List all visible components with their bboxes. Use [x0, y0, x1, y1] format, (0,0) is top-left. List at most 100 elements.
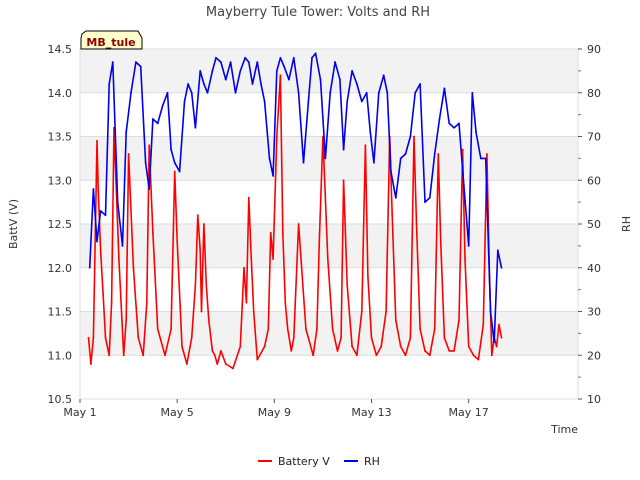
- data-point-rh: [346, 100, 349, 103]
- data-point-rh: [111, 61, 114, 64]
- y-left-tick-label: 11.0: [48, 349, 73, 362]
- data-point-battery-v: [305, 328, 307, 330]
- y-left-tick-label: 10.5: [48, 393, 73, 406]
- data-point-battery-v: [269, 231, 272, 234]
- data-point-rh: [190, 91, 193, 94]
- x-tick-label: May 9: [258, 406, 291, 419]
- data-point-battery-v: [275, 135, 278, 138]
- data-point-rh: [134, 61, 137, 64]
- y-right-tick-label: 20: [587, 349, 601, 362]
- y-right-tick-label: 40: [587, 262, 601, 275]
- data-point-rh: [360, 100, 363, 103]
- plot-band: [80, 224, 578, 268]
- data-point-rh: [373, 161, 375, 164]
- data-point-rh: [161, 104, 164, 107]
- y-right-tick-label: 90: [587, 43, 601, 56]
- data-point-battery-v: [477, 358, 480, 361]
- data-point-battery-v: [415, 223, 418, 225]
- data-point-rh: [116, 201, 119, 204]
- y-right-tick-label: 30: [587, 306, 601, 319]
- data-point-battery-v: [263, 345, 266, 348]
- data-point-rh: [139, 65, 142, 68]
- data-point-rh: [125, 131, 128, 134]
- data-point-battery-v: [331, 328, 334, 330]
- data-point-rh: [148, 188, 151, 190]
- data-point-battery-v: [125, 319, 128, 322]
- data-point-rh: [170, 148, 172, 151]
- data-point-rh: [424, 201, 426, 204]
- data-point-rh: [260, 83, 262, 85]
- data-point-rh: [394, 196, 397, 199]
- data-point-battery-v: [346, 284, 349, 287]
- data-point-rh: [268, 157, 271, 160]
- data-point-rh: [467, 244, 470, 247]
- data-point-battery-v: [336, 349, 339, 352]
- x-tick-label: May 5: [161, 406, 194, 419]
- x-axis-title: Time: [550, 423, 578, 436]
- data-point-battery-v: [256, 358, 259, 361]
- data-point-battery-v: [102, 293, 104, 295]
- data-point-rh: [144, 161, 147, 164]
- data-point-battery-v: [482, 323, 485, 326]
- data-point-battery-v: [437, 153, 440, 155]
- y-right-tick-label: 60: [587, 174, 601, 187]
- data-point-battery-v: [99, 249, 102, 252]
- data-point-battery-v: [173, 170, 176, 173]
- data-point-battery-v: [424, 349, 426, 352]
- data-point-battery-v: [216, 363, 219, 365]
- data-point-battery-v: [132, 266, 135, 269]
- data-point-rh: [334, 61, 336, 64]
- data-point-battery-v: [419, 328, 421, 330]
- y-right-tick-label: 80: [587, 87, 601, 100]
- y-right-tick-label: 50: [587, 218, 601, 231]
- data-point-battery-v: [96, 139, 98, 142]
- data-point-rh: [234, 91, 237, 94]
- chart-title: Mayberry Tule Tower: Volts and RH: [206, 5, 430, 20]
- y-left-tick-label: 13.0: [48, 174, 73, 187]
- data-point-rh: [104, 214, 107, 217]
- data-point-rh: [448, 122, 451, 125]
- data-point-rh: [329, 91, 332, 94]
- data-point-rh: [297, 91, 300, 94]
- data-point-rh: [199, 69, 202, 72]
- data-point-rh: [272, 174, 275, 177]
- data-point-battery-v: [272, 258, 275, 260]
- data-point-rh: [206, 91, 209, 94]
- data-point-battery-v: [243, 266, 245, 269]
- legend: Battery V RH: [258, 455, 380, 468]
- data-point-rh: [484, 157, 487, 160]
- data-point-battery-v: [185, 363, 188, 365]
- y-left-tick-label: 14.5: [48, 43, 73, 56]
- series-line-battery-v: [87, 74, 503, 370]
- data-point-rh: [365, 91, 368, 94]
- data-point-battery-v: [110, 301, 113, 304]
- data-point-rh: [319, 78, 322, 81]
- data-point-battery-v: [279, 74, 282, 77]
- data-point-battery-v: [286, 328, 289, 330]
- data-point-rh: [377, 91, 380, 94]
- data-point-battery-v: [239, 345, 242, 348]
- data-point-rh: [500, 266, 503, 269]
- data-point-battery-v: [205, 284, 208, 287]
- data-point-battery-v: [312, 354, 315, 357]
- data-point-battery-v: [196, 214, 199, 217]
- y-right-tick-label: 10: [587, 393, 601, 406]
- y-left-tick-label: 11.5: [48, 306, 73, 319]
- data-point-battery-v: [137, 336, 140, 339]
- data-point-battery-v: [443, 336, 446, 339]
- legend-label-rh: RH: [364, 455, 380, 468]
- data-point-battery-v: [356, 354, 358, 357]
- data-point-rh: [178, 170, 181, 173]
- data-point-rh: [96, 240, 98, 243]
- data-point-battery-v: [385, 310, 387, 313]
- data-point-battery-v: [199, 249, 202, 252]
- data-point-rh: [173, 161, 176, 164]
- data-point-battery-v: [176, 240, 179, 243]
- data-point-rh: [166, 91, 169, 94]
- data-point-battery-v: [148, 144, 151, 147]
- data-point-rh: [288, 78, 290, 81]
- data-point-battery-v: [194, 284, 197, 287]
- data-point-battery-v: [297, 223, 300, 225]
- data-point-rh: [351, 69, 353, 72]
- data-point-rh: [187, 83, 190, 85]
